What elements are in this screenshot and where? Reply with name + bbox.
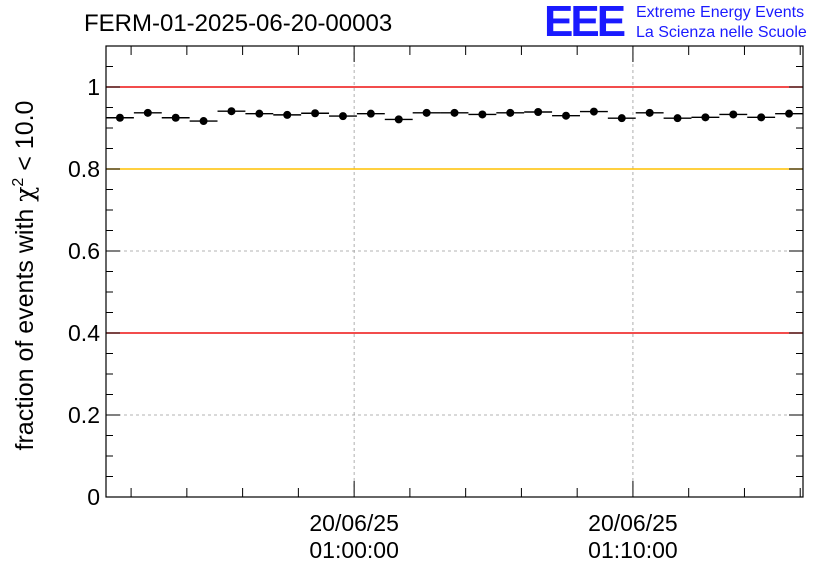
data-point bbox=[617, 114, 626, 123]
y-axis-label-superscript: 2 bbox=[10, 178, 27, 187]
data-point bbox=[171, 113, 180, 122]
y-tick-label: 1 bbox=[87, 74, 100, 100]
data-point bbox=[422, 108, 431, 117]
logo-subtitle-line1: Extreme Energy Events bbox=[636, 4, 805, 21]
y-axis-label: fraction of events with χ2 < 10.0 bbox=[10, 101, 39, 451]
y-axis-label-suffix: < 10.0 bbox=[11, 101, 39, 178]
data-point bbox=[562, 111, 571, 120]
y-tick-label: 0.4 bbox=[68, 320, 100, 346]
data-point bbox=[450, 108, 459, 117]
x-tick-label-date: 20/06/25 bbox=[309, 510, 399, 536]
data-point bbox=[785, 109, 794, 118]
y-axis-label-text: fraction of events with χ2 < 10.0 bbox=[10, 101, 39, 451]
data-point bbox=[478, 110, 487, 119]
data-point bbox=[757, 113, 766, 122]
y-axis-label-prefix: fraction of events with bbox=[11, 202, 39, 451]
data-point bbox=[311, 109, 320, 118]
y-tick-label: 0.2 bbox=[68, 402, 100, 428]
data-point bbox=[143, 108, 152, 117]
reference-lines bbox=[106, 86, 803, 334]
data-point bbox=[534, 108, 543, 117]
data-point bbox=[701, 113, 710, 122]
data-point bbox=[366, 109, 375, 118]
logo-subtitle-line2: La Scienza nelle Scuole bbox=[636, 24, 807, 41]
data-point bbox=[283, 110, 292, 119]
data-point bbox=[645, 108, 654, 117]
chart-title: FERM-01-2025-06-20-00003 bbox=[84, 10, 393, 37]
x-tick-label-date: 20/06/25 bbox=[588, 510, 678, 536]
data-point bbox=[255, 109, 264, 118]
data-point bbox=[227, 107, 236, 116]
eee-logo-mark: EEE bbox=[544, 0, 626, 46]
y-tick-label: 0.6 bbox=[68, 238, 100, 264]
axis-ticks: 00.20.40.60.8120/06/2501:00:0020/06/2501… bbox=[68, 45, 803, 563]
y-tick-label: 0.8 bbox=[68, 156, 100, 182]
eee-logo: EEE Extreme Energy Events La Scienza nel… bbox=[544, 0, 834, 46]
y-axis-label-symbol: χ bbox=[10, 187, 39, 202]
y-tick-label: 0 bbox=[87, 484, 100, 510]
data-point bbox=[338, 112, 347, 121]
data-point bbox=[589, 107, 598, 116]
data-point bbox=[394, 115, 403, 124]
x-tick-label-time: 01:10:00 bbox=[588, 537, 678, 563]
data-point bbox=[729, 110, 738, 119]
data-series bbox=[106, 107, 803, 126]
data-point bbox=[115, 113, 124, 122]
data-point bbox=[199, 117, 208, 126]
x-tick-label-time: 01:00:00 bbox=[309, 537, 399, 563]
data-point bbox=[506, 108, 515, 117]
data-point bbox=[673, 114, 682, 123]
